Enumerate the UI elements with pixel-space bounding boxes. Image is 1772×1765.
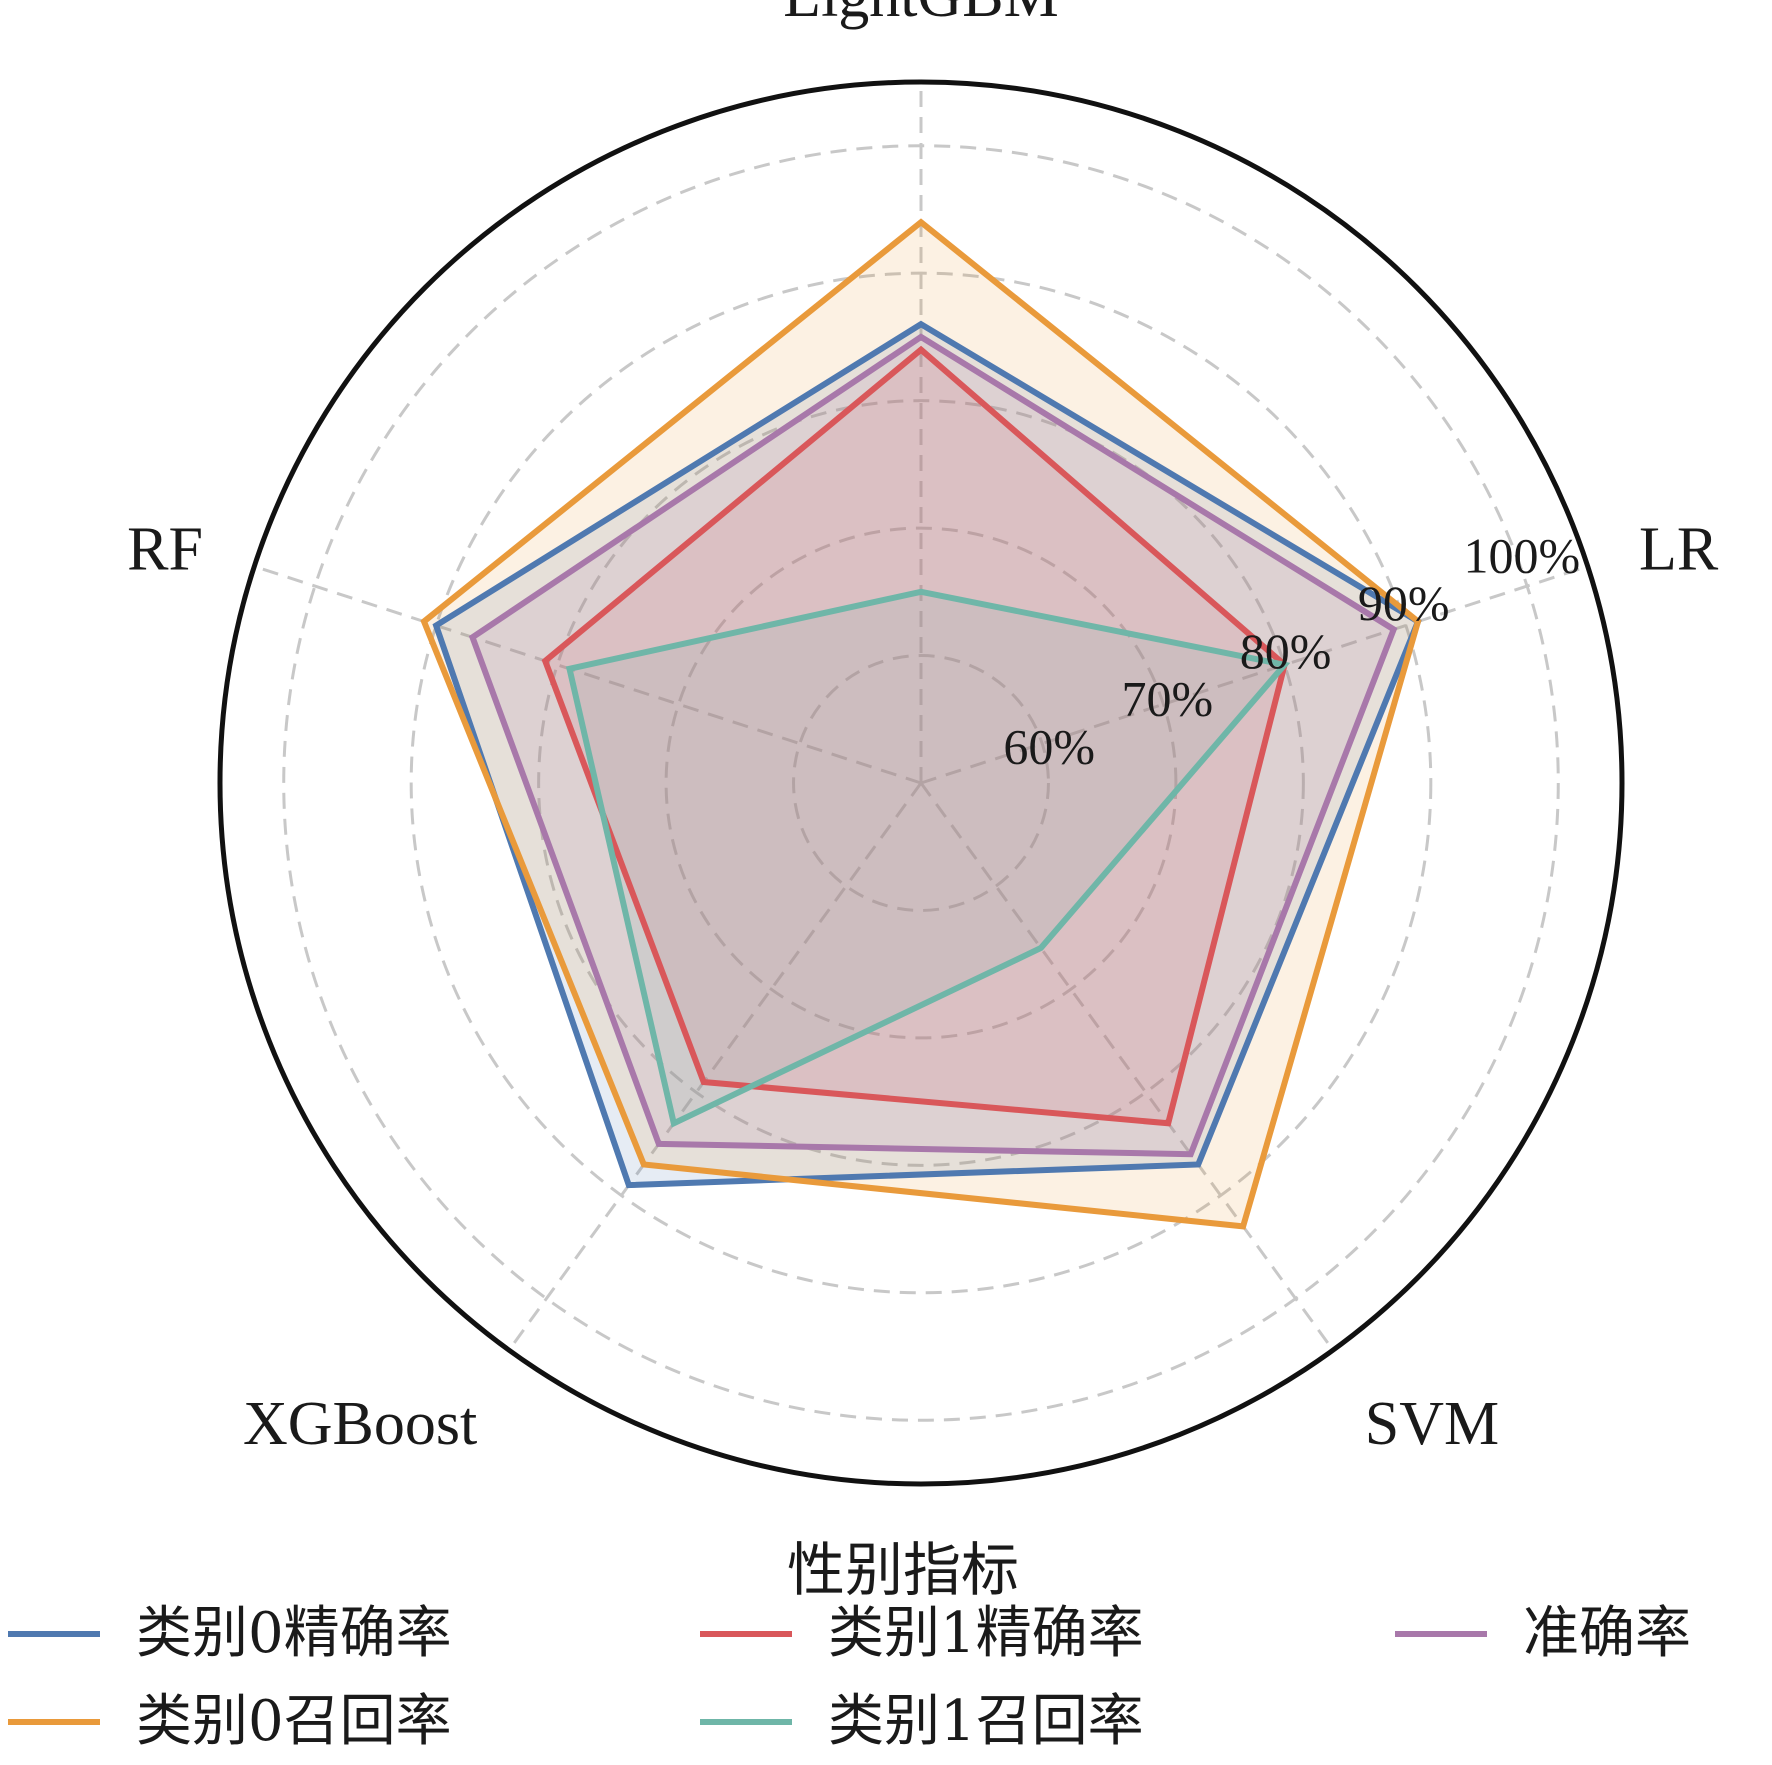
radar-grid	[217, 79, 1625, 1487]
legend-label-2: 类别1精确率	[828, 1601, 1144, 1666]
series-line-4	[468, 333, 1398, 1158]
series-fill-3	[569, 591, 1285, 1124]
legend-label-4: 准确率	[1523, 1601, 1691, 1666]
series-fill-2	[545, 349, 1285, 1124]
series-fill-0	[436, 324, 1419, 1186]
grid-ring-1	[664, 526, 1178, 1040]
legend-label-0: 类别0精确率	[136, 1601, 452, 1666]
series-line-2	[541, 345, 1288, 1127]
radial-tick-label: 90%	[1358, 575, 1450, 631]
legend-label-3: 类别1召回率	[828, 1689, 1144, 1754]
axis-label-xgboost: XGBoost	[243, 1390, 477, 1458]
radial-tick-label: 80%	[1240, 623, 1332, 679]
grid-ring-0	[792, 654, 1050, 912]
radar-series	[420, 218, 1422, 1230]
radial-tick-label: 60%	[1003, 718, 1095, 774]
radial-tick-label: 70%	[1122, 671, 1214, 727]
spoke-2	[919, 782, 1335, 1352]
spoke-3	[507, 782, 923, 1352]
grid-ring-2	[537, 399, 1305, 1167]
radar-labels: 60% 70% 80% 90%100% LightGBM LR SVM XGBoost RF	[127, 0, 1719, 1458]
axis-label-lr: LR	[1639, 516, 1719, 584]
radial-tick-label: 100%	[1464, 527, 1581, 583]
series-line-1	[420, 218, 1422, 1230]
axis-label-lightgbm: LightGBM	[783, 0, 1059, 30]
outer-frame	[217, 79, 1625, 1487]
series-line-3	[565, 588, 1291, 1128]
legend-label-1: 类别0召回率	[136, 1689, 452, 1754]
axis-label-rf: RF	[127, 516, 203, 584]
series-line-0	[432, 320, 1422, 1189]
spoke-1	[920, 564, 1589, 785]
spoke-4	[253, 564, 922, 785]
legend-title: 性别指标	[787, 1536, 1019, 1604]
series-fill-4	[472, 336, 1394, 1155]
axis-label-svm: SVM	[1365, 1390, 1499, 1458]
